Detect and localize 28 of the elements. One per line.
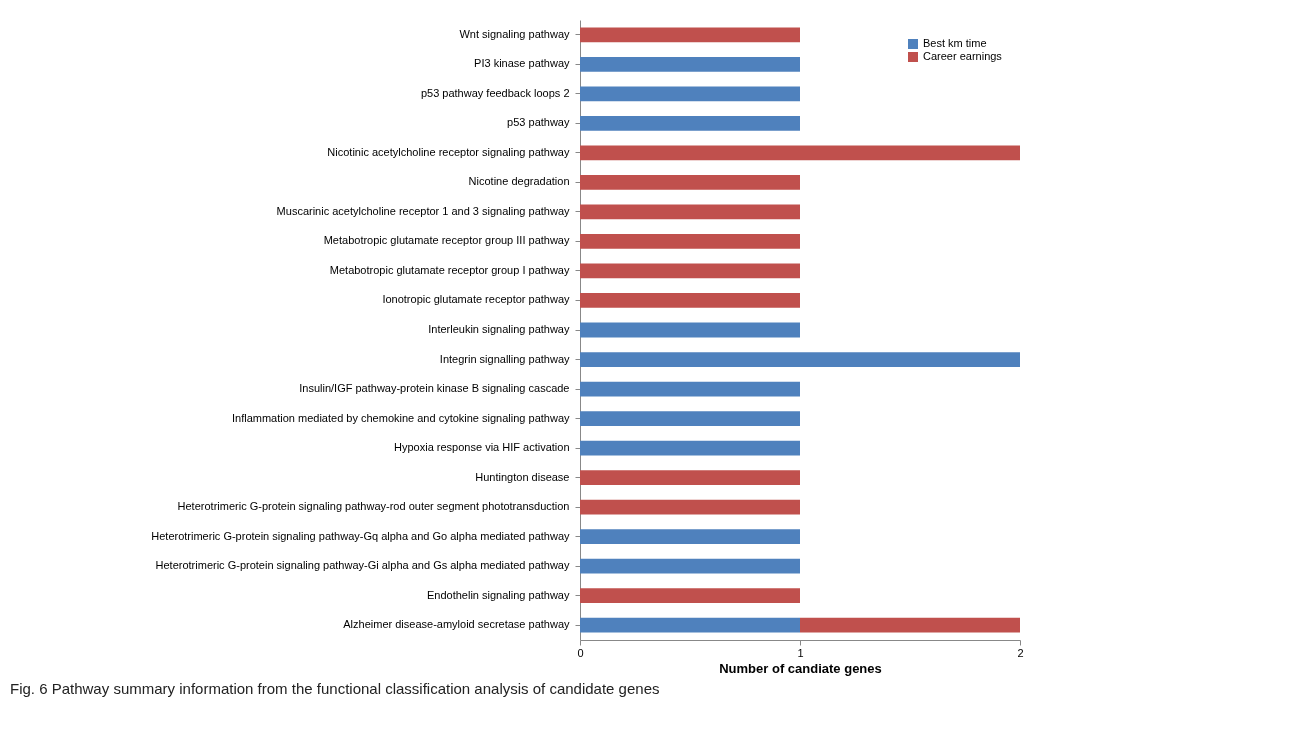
- y-tick-label: Inflammation mediated by chemokine and cytokine signaling pathway: [231, 411, 570, 424]
- y-tick-label: Hypoxia response via HIF activation: [394, 441, 570, 454]
- y-tick-label: Heterotrimeric G-protein signaling pathway-rod outer segment phototransduction: [177, 500, 570, 513]
- y-tick-label: Endothelin signaling pathway: [427, 588, 570, 601]
- y-tick-label: Ionotropic glutamate receptor pathway: [382, 293, 570, 306]
- y-tick-label: Interleukin signaling pathway: [428, 323, 570, 335]
- y-tick-label: Heterotrimeric G-protein signaling pathway-Gi alpha and Gs alpha mediated pathway: [155, 559, 570, 572]
- y-tick-label: Integrin signalling pathway: [439, 352, 570, 365]
- y-tick-label: Insulin/IGF pathway-protein kinase B signaling cascade: [299, 382, 570, 395]
- x-axis-title: Number of candiate genes: [719, 660, 882, 676]
- y-tick-label: Alzheimer disease-amyloid secretase pathway: [343, 618, 570, 631]
- legend-label: Best km time: [923, 37, 987, 49]
- y-tick-label: Metabotropic glutamate receptor group I pathway: [329, 263, 570, 276]
- legend-label: Career earnings: [923, 50, 1003, 62]
- y-tick-label: Nicotine degradation: [468, 175, 570, 188]
- x-tick-label: 0: [577, 646, 584, 659]
- caption: Fig. 6 Pathway summary information from the functional classification analysis of candidate genes: [10, 680, 661, 697]
- y-tick-label: p53 pathway feedback loops 2: [420, 86, 570, 99]
- x-tick-label: 2: [1017, 646, 1024, 659]
- y-tick-label: Nicotinic acetylcholine receptor signaling pathway: [327, 145, 570, 158]
- y-tick-label: p53 pathway: [507, 116, 570, 129]
- x-tick-label: 1: [797, 646, 804, 659]
- y-tick-label: Wnt signaling pathway: [459, 27, 570, 40]
- y-tick-label: Huntington disease: [475, 470, 570, 483]
- y-tick-label: PI3 kinase pathway: [474, 57, 570, 70]
- y-tick-label: Heterotrimeric G-protein signaling pathway-Gq alpha and Go alpha mediated pathway: [151, 529, 570, 542]
- y-tick-label: Metabotropic glutamate receptor group III pathway: [323, 234, 570, 247]
- y-tick-label: Muscarinic acetylcholine receptor 1 and 3 signaling pathway: [276, 204, 570, 217]
